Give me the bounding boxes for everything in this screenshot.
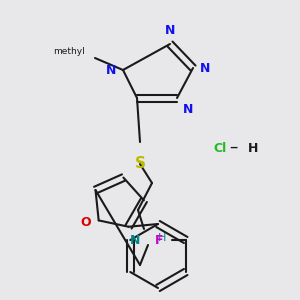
Text: N: N	[200, 61, 210, 74]
Text: methyl: methyl	[53, 47, 85, 56]
Text: H: H	[248, 142, 258, 154]
Text: N: N	[106, 64, 116, 76]
Text: S: S	[134, 156, 146, 171]
Text: N: N	[130, 235, 140, 248]
Text: Cl: Cl	[213, 142, 226, 154]
Text: N: N	[183, 103, 194, 116]
Text: H: H	[158, 233, 166, 243]
Text: –: –	[229, 138, 237, 156]
Text: O: O	[80, 216, 91, 229]
Text: F: F	[155, 233, 164, 247]
Text: N: N	[165, 24, 175, 37]
